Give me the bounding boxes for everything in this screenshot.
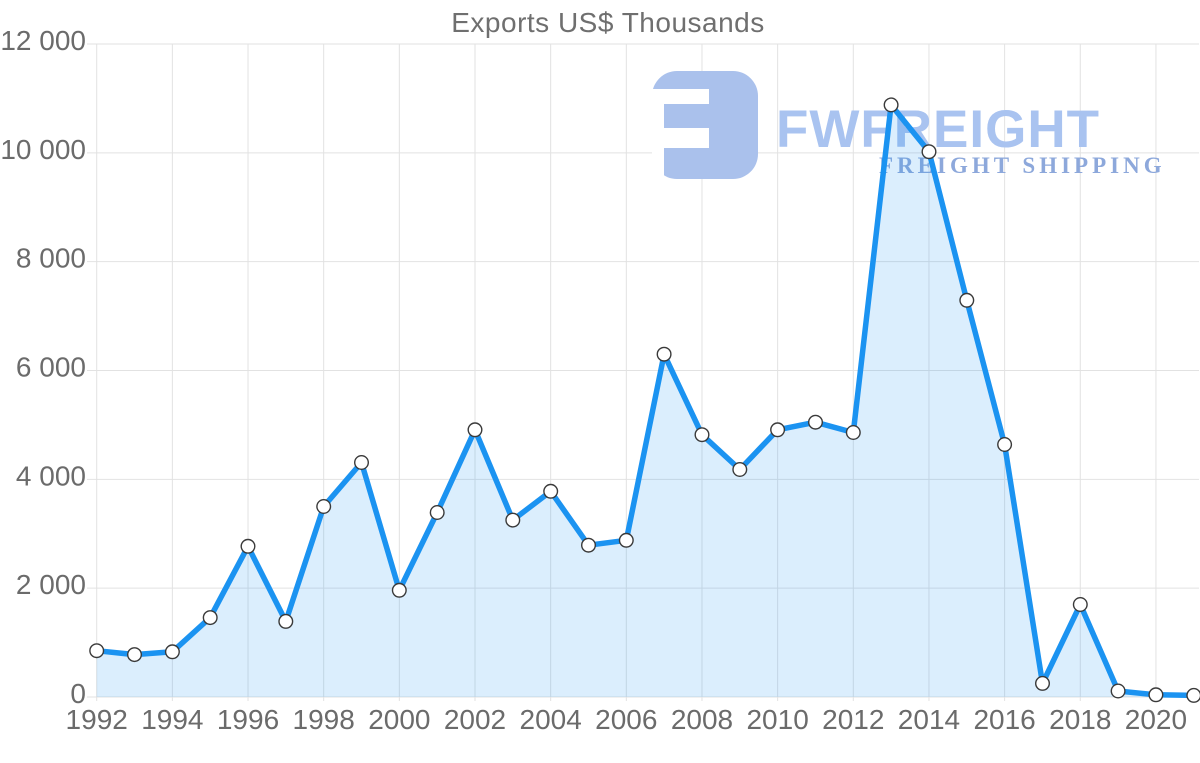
- y-axis-label: 10 000: [0, 134, 86, 165]
- data-point-2016[interactable]: [997, 437, 1013, 453]
- x-axis-label: 2004: [520, 704, 582, 735]
- x-axis-label: 1994: [141, 704, 203, 735]
- data-point-2010[interactable]: [770, 422, 786, 438]
- x-axis-label: 2018: [1049, 704, 1111, 735]
- data-point-2014[interactable]: [921, 144, 937, 160]
- data-point-1996[interactable]: [240, 538, 256, 554]
- x-axis-label: 2020: [1125, 704, 1187, 735]
- y-axis-label: 2 000: [16, 569, 86, 600]
- x-axis-label: 2002: [444, 704, 506, 735]
- data-point-2008[interactable]: [694, 427, 710, 443]
- data-point-2007[interactable]: [656, 346, 672, 362]
- data-point-2002[interactable]: [467, 422, 483, 438]
- x-axis-label: 1992: [66, 704, 128, 735]
- data-point-2001[interactable]: [429, 505, 445, 521]
- x-axis-label: 1996: [217, 704, 279, 735]
- data-point-2006[interactable]: [618, 532, 634, 548]
- y-axis-label: 12 000: [0, 25, 86, 56]
- data-point-1992[interactable]: [89, 643, 105, 659]
- data-point-2020[interactable]: [1148, 687, 1164, 703]
- data-point-1998[interactable]: [316, 499, 332, 515]
- x-axis-label: 2008: [671, 704, 733, 735]
- data-point-2021[interactable]: [1186, 687, 1200, 703]
- y-axis-label: 8 000: [16, 243, 86, 274]
- data-point-1995[interactable]: [202, 610, 218, 626]
- series-line: [93, 102, 1197, 699]
- data-point-2003[interactable]: [505, 512, 521, 528]
- chart-title: Exports US$ Thousands: [451, 7, 765, 38]
- data-point-1993[interactable]: [126, 647, 142, 663]
- data-point-2004[interactable]: [543, 483, 559, 499]
- x-axis-label: 2016: [973, 704, 1035, 735]
- data-point-2013[interactable]: [883, 97, 899, 113]
- data-point-2009[interactable]: [732, 462, 748, 478]
- x-axis-label: 2010: [746, 704, 808, 735]
- data-point-1999[interactable]: [354, 455, 370, 471]
- x-axis-label: 2014: [898, 704, 960, 735]
- data-point-1997[interactable]: [278, 613, 294, 629]
- data-point-2012[interactable]: [845, 425, 861, 441]
- y-axis-label: 4 000: [16, 460, 86, 491]
- data-point-2018[interactable]: [1072, 597, 1088, 613]
- y-axis-label: 6 000: [16, 352, 86, 383]
- x-axis-label: 2000: [368, 704, 430, 735]
- data-point-2000[interactable]: [391, 582, 407, 598]
- data-point-2017[interactable]: [1034, 675, 1050, 691]
- x-axis-label: 2006: [595, 704, 657, 735]
- data-point-2011[interactable]: [808, 414, 824, 430]
- x-axis-label: 1998: [293, 704, 355, 735]
- data-point-2019[interactable]: [1110, 683, 1126, 699]
- data-point-2015[interactable]: [959, 292, 975, 308]
- y-axis-label: 0: [70, 678, 86, 709]
- series-area: [96, 104, 1194, 697]
- data-point-2005[interactable]: [581, 537, 597, 553]
- data-point-1994[interactable]: [164, 644, 180, 660]
- x-axis-label: 2012: [822, 704, 884, 735]
